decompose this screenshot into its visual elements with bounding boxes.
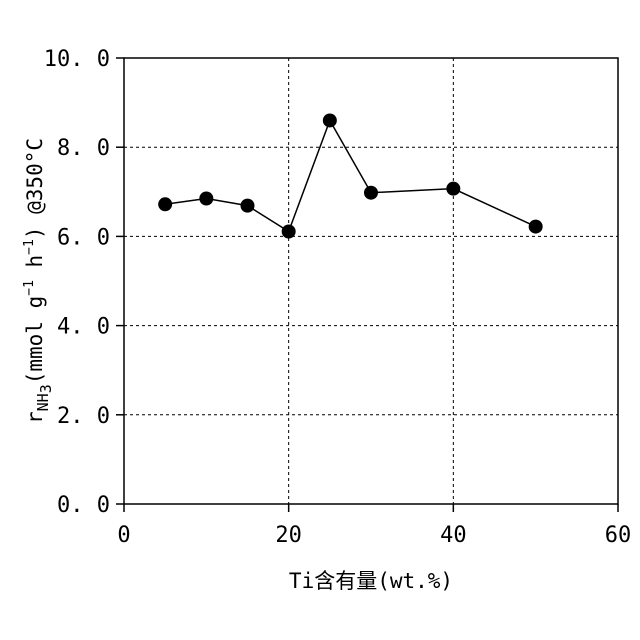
data-series	[158, 113, 543, 238]
data-point	[364, 186, 378, 200]
data-point	[199, 191, 213, 205]
axis-ticks: 0. 0 2. 0 4. 0 6. 0 8. 0 10. 0 0 20 40 60	[44, 47, 631, 548]
y-tick-label: 0. 0	[57, 493, 110, 518]
y-tick-label: 6. 0	[57, 225, 110, 250]
x-tick-label: 20	[275, 523, 302, 548]
y-axis-title-mid: h	[23, 255, 47, 280]
grid-lines	[124, 58, 618, 504]
x-tick-label: 40	[440, 523, 467, 548]
y-axis-title-exp2: −1	[22, 239, 37, 255]
y-axis-title: rNH3(mmol g−1 h−1) @350°C	[22, 138, 55, 424]
x-axis-title: Ti含有量(wt.%)	[289, 569, 453, 593]
y-axis-title-unit-open: (mmol g	[23, 296, 47, 385]
y-axis-title-base: r	[23, 411, 47, 424]
x-tick-label: 60	[605, 523, 632, 548]
y-tick-label: 10. 0	[44, 47, 110, 72]
y-axis-title-sub-num: 3	[37, 384, 55, 393]
y-axis-title-exp1: −1	[22, 280, 37, 296]
y-axis-title-unit-close: )	[23, 226, 47, 239]
data-point	[241, 199, 255, 213]
y-axis-title-condition: @350°C	[23, 138, 47, 227]
data-point	[323, 113, 337, 127]
data-point	[446, 182, 460, 196]
data-point	[529, 220, 543, 234]
x-tick-label: 0	[117, 523, 130, 548]
y-axis-title-sub: NH	[34, 393, 52, 411]
y-tick-label: 2. 0	[57, 404, 110, 429]
data-point	[282, 224, 296, 238]
plot-frame	[124, 58, 618, 504]
series-line	[165, 120, 536, 231]
y-tick-label: 4. 0	[57, 315, 110, 340]
data-point	[158, 197, 172, 211]
y-tick-label: 8. 0	[57, 136, 110, 161]
